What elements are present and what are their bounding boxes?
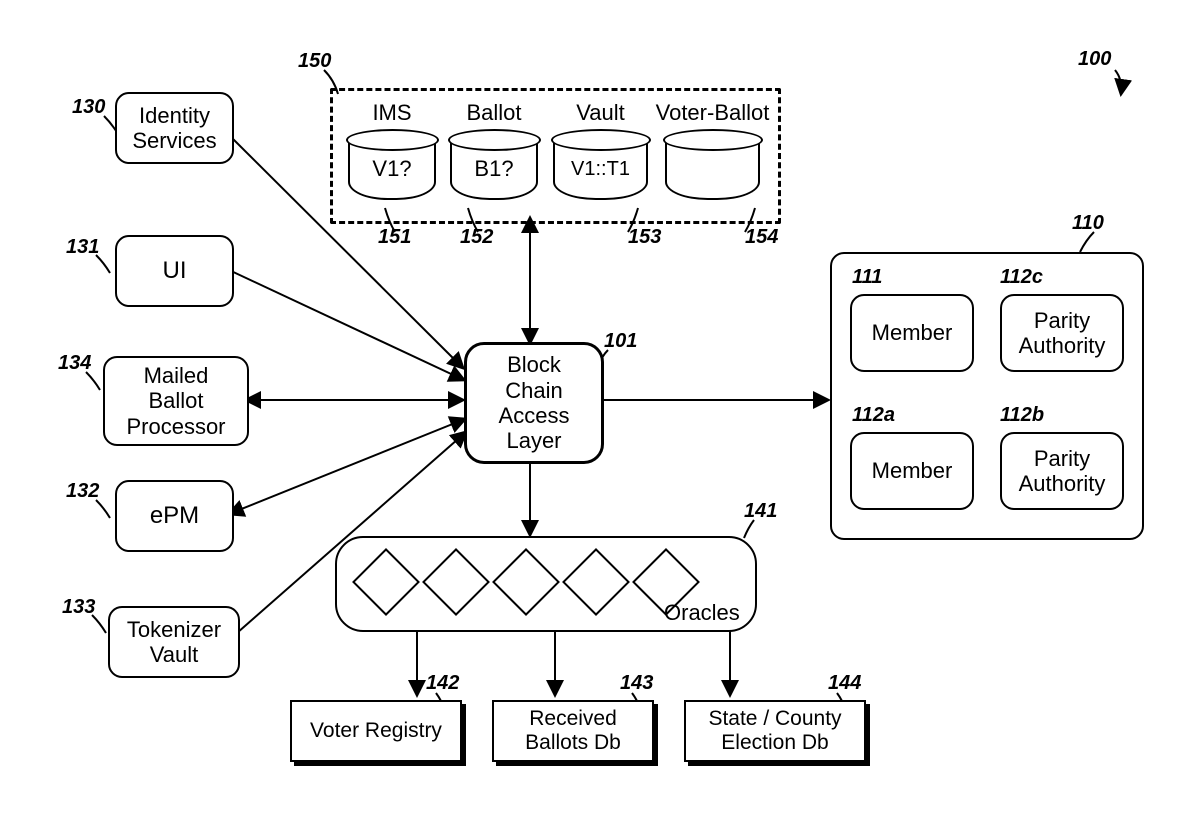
cylinder-ims-header: IMS: [348, 100, 436, 126]
ref-153: 153: [628, 226, 661, 249]
ref-143: 143: [620, 672, 653, 695]
node-parity-top: Parity Authority: [1000, 294, 1124, 372]
cylinder-ims: IMS V1?: [348, 140, 436, 200]
db-received-ballots: Received Ballots Db: [492, 700, 654, 762]
ref-142: 142: [426, 672, 459, 695]
ref-112c: 112c: [1000, 266, 1043, 289]
ref-101: 101: [604, 330, 637, 353]
oracles-label: Oracles: [664, 600, 740, 626]
ref-141: 141: [744, 500, 777, 523]
cylinder-voter-ballot-header: Voter-Ballot: [653, 100, 772, 126]
ref-132: 132: [66, 480, 99, 503]
node-mailed-ballot-processor: Mailed Ballot Processor: [103, 356, 249, 446]
node-ui: UI: [115, 235, 234, 307]
node-epm: ePM: [115, 480, 234, 552]
node-parity-bottom: Parity Authority: [1000, 432, 1124, 510]
ref-131: 131: [66, 236, 99, 259]
node-member-top: Member: [850, 294, 974, 372]
diagram-stage: { "figure": { "type": "flowchart", "widt…: [0, 0, 1200, 837]
cylinder-vault-header: Vault: [553, 100, 648, 126]
lead-110: [1080, 232, 1094, 252]
edge-epm-to-bcal: [229, 419, 465, 514]
ref-152: 152: [460, 226, 493, 249]
ref-112a: 112a: [852, 404, 895, 427]
cylinder-vault: Vault V1::T1: [553, 140, 648, 200]
node-blockchain-access-layer: Block Chain Access Layer: [464, 342, 604, 464]
cylinder-ballot: Ballot B1?: [450, 140, 538, 200]
ref-100: 100: [1078, 48, 1111, 71]
node-identity-services: Identity Services: [115, 92, 234, 164]
db-state-county-election: State / County Election Db: [684, 700, 866, 762]
node-tokenizer-vault: Tokenizer Vault: [108, 606, 240, 678]
ref-144: 144: [828, 672, 861, 695]
ref-130: 130: [72, 96, 105, 119]
node-member-bottom: Member: [850, 432, 974, 510]
cylinder-ims-value: V1?: [372, 156, 411, 182]
cylinder-ballot-value: B1?: [474, 156, 513, 182]
ref-110: 110: [1072, 212, 1104, 235]
ref-111: 111: [852, 266, 882, 289]
ref-150: 150: [298, 50, 331, 73]
cylinder-voter-ballot: Voter-Ballot: [665, 140, 760, 200]
ref-134: 134: [58, 352, 91, 375]
ref-133: 133: [62, 596, 95, 619]
cylinder-ballot-header: Ballot: [450, 100, 538, 126]
ref-151: 151: [378, 226, 411, 249]
ref-112b: 112b: [1000, 404, 1044, 427]
ref-154: 154: [745, 226, 778, 249]
lead-100: [1115, 70, 1121, 94]
edge-ui-to-bcal: [229, 270, 464, 380]
cylinder-vault-value: V1::T1: [571, 158, 630, 181]
db-voter-registry: Voter Registry: [290, 700, 462, 762]
